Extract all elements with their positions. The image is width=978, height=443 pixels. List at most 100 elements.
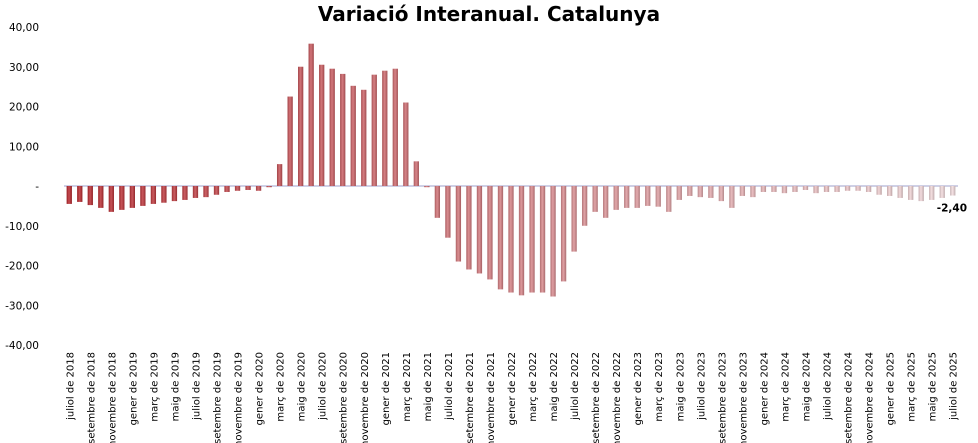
bar-shading [371,74,377,186]
y-tick-label: -10,00 [5,221,39,233]
bar-shading [255,186,262,191]
bar-shading [171,186,178,202]
bar-shading [224,186,230,192]
bar-shading [687,186,693,196]
bar-shading [66,186,72,204]
y-axis: 40,00 30,00 20,00 10,00 - -10,00 -20,00 -30,00 -… [5,22,39,352]
bar-shading [98,186,104,208]
bar-shading [266,186,272,188]
x-tick-label: setembre de 2021 [465,352,476,443]
bars [66,43,956,297]
x-tick-label: juliol de 2025 [949,352,960,421]
x-tick-label: maig de 2020 [297,352,308,421]
bar-shading [760,186,767,192]
bar-shading [666,186,672,212]
bar-shading [445,186,451,238]
y-tick-label: 20,00 [9,102,39,114]
x-tick-label: maig de 2023 [675,352,686,421]
bar-shading [487,186,493,280]
x-tick-label: novembre de 2019 [234,352,245,443]
bar-shading [887,186,893,196]
bar-shading [340,73,346,186]
x-tick-label: gener de 2024 [759,352,770,425]
bar-shading [603,186,609,218]
bar-shading [792,186,798,192]
x-tick-label: març de 2023 [654,352,665,422]
x-tick-label: març de 2020 [276,352,287,422]
x-tick-label: juliol de 2021 [444,352,455,421]
bar-shading [403,102,409,186]
x-tick-label: juliol de 2020 [318,352,329,421]
bar-shading [119,186,125,210]
x-tick-label: juliol de 2018 [65,352,76,421]
bar-shading [592,186,598,212]
bar-shading [918,186,924,202]
y-tick-label: - [35,181,39,193]
y-tick-label: 40,00 [9,22,39,34]
bar-shading [87,186,93,206]
bar-shading [434,186,441,218]
x-tick-label: març de 2025 [907,352,918,422]
bar-shading [781,186,788,194]
x-tick-label: març de 2024 [780,352,791,422]
x-tick-label: novembre de 2023 [738,352,749,443]
bar-shading [361,89,367,186]
x-tick-label: gener de 2020 [255,352,266,425]
bar-shading [739,186,746,196]
bar-shading [697,186,703,198]
bar-shading [750,186,756,198]
bar-shading [718,186,724,202]
bar-shading [550,186,556,297]
chart-title: Variació Interanual. Catalunya [317,2,661,26]
x-tick-label: març de 2019 [149,352,160,422]
y-tick-label: 10,00 [9,141,39,153]
bar-shading [319,64,325,186]
x-tick-label: març de 2021 [402,352,413,422]
bar-shading [865,186,872,192]
bar-shading [613,186,619,210]
bar-shading [897,186,903,198]
x-tick-label: novembre de 2020 [360,352,371,443]
bar-shading [771,186,777,192]
bar-shading [455,186,462,262]
x-tick-label: setembre de 2024 [844,352,855,443]
x-tick-label: maig de 2021 [423,352,434,421]
bar-shading [539,186,546,293]
y-tick-label: 30,00 [9,62,39,74]
bar-shading [108,186,114,212]
bar-shading [392,68,398,186]
y-tick-label: -20,00 [5,261,39,273]
x-tick-label: gener de 2025 [886,352,897,425]
x-tick-label: juliol de 2024 [823,352,834,421]
x-tick-label: setembre de 2020 [339,352,350,443]
bar-shading [161,186,167,203]
data-labels: -2,40 [937,203,967,215]
x-tick-label: setembre de 2022 [591,352,602,443]
y-tick-label: -30,00 [5,300,39,312]
bar-shading [150,186,157,204]
bar-shading [581,186,588,226]
bar-shading [77,186,83,202]
bar-shading [298,66,304,186]
bar-shading [624,186,630,208]
bar-shading [466,186,472,270]
x-tick-label: maig de 2022 [549,352,560,421]
bar-shading [834,186,840,192]
bar-shading [203,186,209,198]
bar-shading [182,186,188,200]
y-tick-label: -40,00 [5,340,39,352]
bar-shading [855,186,861,191]
bar-shading [518,186,525,296]
bar-shading [560,186,567,282]
bar-shading [676,186,682,200]
x-tick-label: maig de 2025 [928,352,939,421]
x-tick-label: maig de 2019 [170,352,181,421]
bar-shading [939,186,945,198]
x-tick-label: març de 2022 [528,352,539,422]
bar-shading [234,186,241,191]
bar-shading [382,70,388,186]
bar-shading [844,186,851,191]
x-tick-label: setembre de 2018 [86,352,97,443]
